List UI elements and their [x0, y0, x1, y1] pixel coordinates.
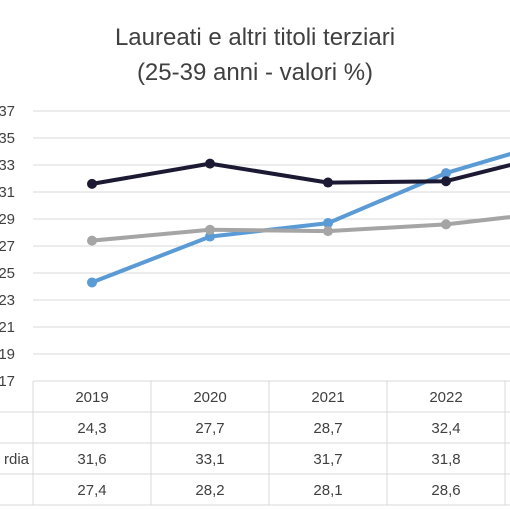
- data-point: [323, 177, 333, 188]
- y-tick-label: 17: [0, 373, 15, 390]
- gridlines: [33, 110, 510, 382]
- y-tick-label: 21: [0, 319, 15, 336]
- chart-subtitle: (25-39 anni - valori %): [137, 59, 373, 86]
- table-cell-value: 28,2: [195, 482, 224, 499]
- table-cell-value: 28,6: [431, 482, 460, 499]
- table-cell-value: 24,3: [77, 420, 106, 437]
- table-cell-value: 32,4: [431, 420, 460, 437]
- data-table: 2019 2020 2021 2022 24,3 27,7 28,7 32,4 rdia 31,6…: [0, 381, 510, 506]
- data-point: [87, 235, 97, 246]
- series-lines: [87, 151, 510, 288]
- y-tick-label: 23: [0, 292, 15, 309]
- table-cell-value: 33,1: [195, 451, 224, 468]
- table-row-label: rdia: [4, 451, 30, 468]
- data-point: [205, 158, 215, 169]
- table-cell-value: 31,7: [313, 451, 342, 468]
- data-point: [87, 277, 97, 288]
- y-tick-label: 31: [0, 184, 15, 201]
- table-cell-value: 28,7: [313, 420, 342, 437]
- y-tick-label: 35: [0, 130, 15, 147]
- table-cell-value: 28,1: [313, 482, 342, 499]
- data-point: [323, 226, 333, 237]
- data-point: [441, 168, 451, 179]
- data-point: [441, 176, 451, 187]
- data-point: [441, 219, 451, 230]
- data-point: [205, 224, 215, 235]
- chart-title: Laureati e altri titoli terziari: [115, 24, 395, 51]
- y-axis-tick-labels: 17 19 21 23 25 27 29 31 33 35 37: [0, 103, 15, 390]
- data-point: [87, 178, 97, 189]
- y-tick-label: 27: [0, 238, 15, 255]
- y-tick-label: 25: [0, 265, 15, 282]
- series-line-1: [90, 151, 510, 285]
- x-tick-label: 2019: [75, 389, 108, 406]
- y-tick-label: 33: [0, 157, 15, 174]
- y-tick-label: 37: [0, 103, 15, 120]
- data-point: [323, 218, 333, 229]
- table-cell-value: 27,4: [77, 482, 106, 499]
- table-cell-value: 31,6: [77, 451, 106, 468]
- x-tick-label: 2021: [311, 389, 344, 406]
- x-tick-label: 2022: [429, 389, 462, 406]
- table-cell-value: 27,7: [195, 420, 224, 437]
- y-tick-label: 19: [0, 346, 15, 363]
- table-cell-value: 31,8: [431, 451, 460, 468]
- x-tick-label: 2020: [193, 389, 226, 406]
- y-tick-label: 29: [0, 211, 15, 228]
